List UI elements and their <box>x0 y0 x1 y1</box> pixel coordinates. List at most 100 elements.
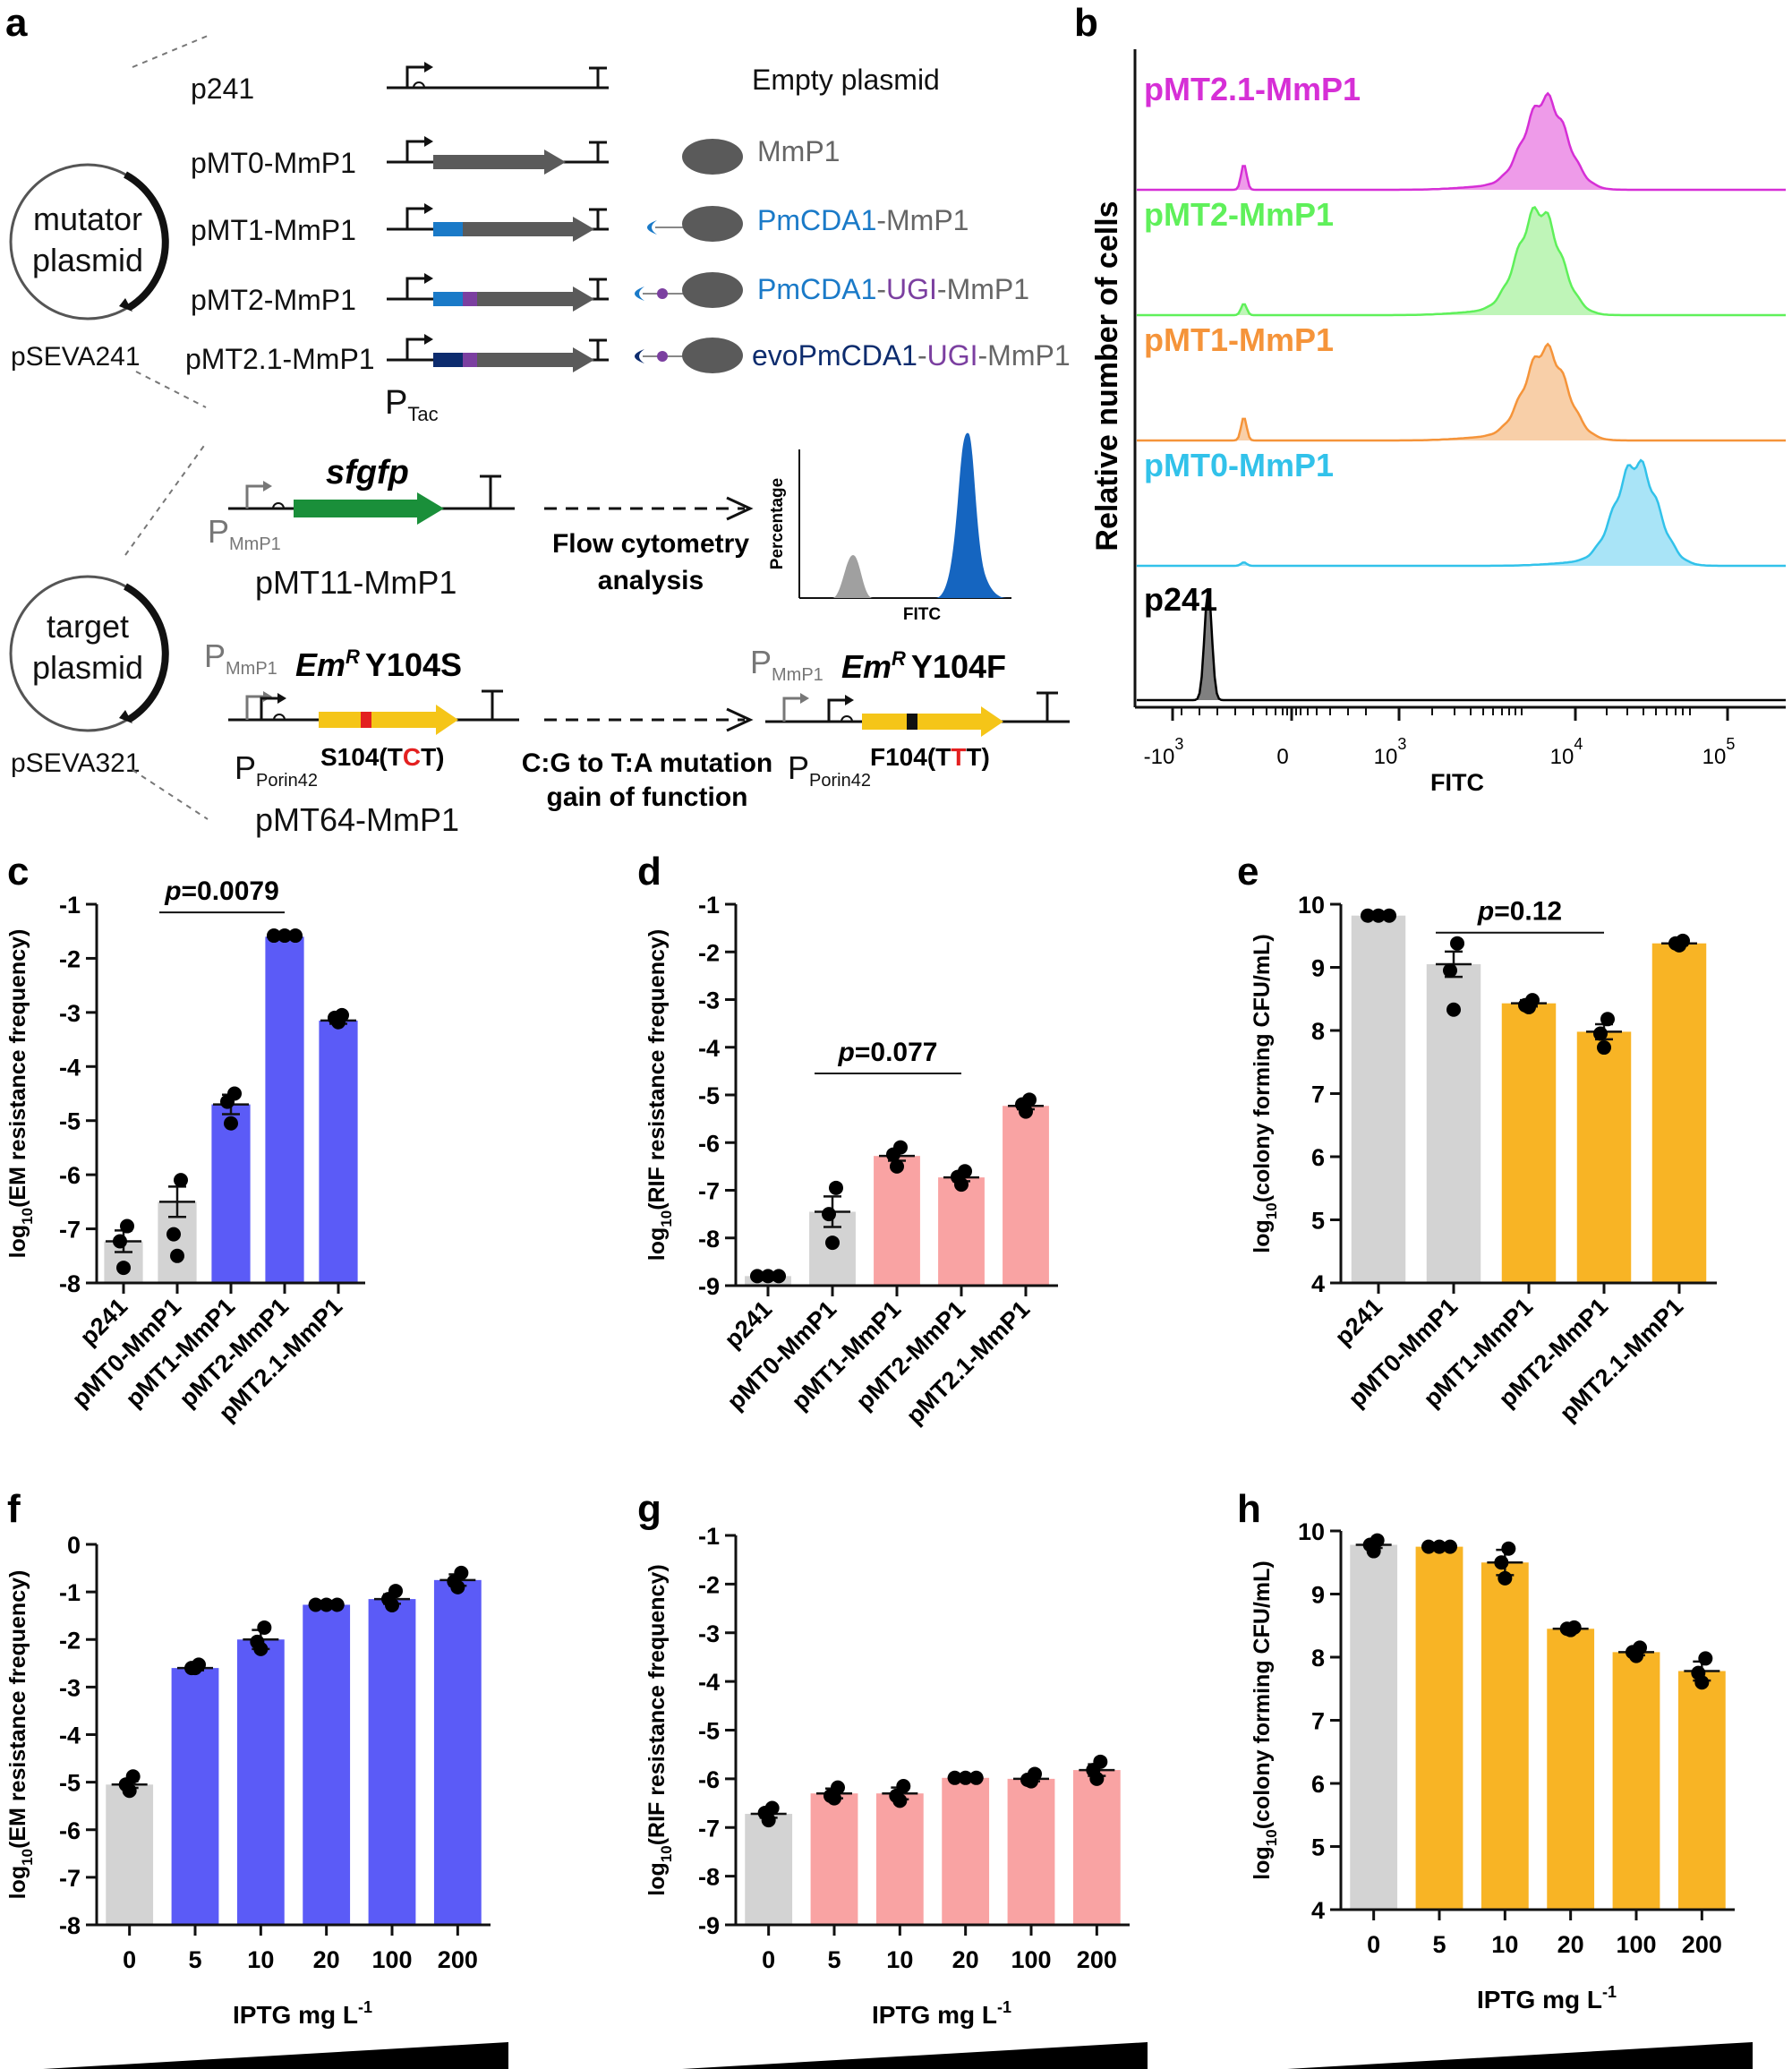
bar-0 <box>745 1814 793 1925</box>
x-axis-label: IPTG mg L-1 <box>1477 1983 1617 2013</box>
tick-base: 10 <box>1550 745 1574 769</box>
data-point <box>1593 1026 1608 1041</box>
emr-sup: R <box>346 645 360 668</box>
rbs-icon <box>273 714 286 721</box>
construct-row-pmt2: pMT2-MmP1 PmCDA1-UGI-MmP1 <box>191 272 1029 316</box>
data-point <box>450 1579 465 1594</box>
inset-histogram: Percentage FITC <box>768 432 1011 624</box>
sfgfp-gene-label: sfgfp <box>326 454 409 492</box>
data-point <box>331 1014 346 1030</box>
y-tick-label: -2 <box>59 1627 81 1654</box>
data-point <box>772 1269 786 1284</box>
bar-pMT2.1-MmP1 <box>1003 1106 1049 1286</box>
data-point <box>113 1234 127 1249</box>
bar-5 <box>1415 1546 1463 1910</box>
ylabel-sub: 10 <box>19 1208 36 1225</box>
ylabel-text: (colony forming CFU/mL) <box>1250 1560 1275 1829</box>
flow-tick-label: 105 <box>1702 735 1736 769</box>
p-porin-p: P <box>235 749 256 786</box>
terminator-icon <box>1037 691 1058 722</box>
x-tick-label: 100 <box>1011 1946 1051 1973</box>
data-point <box>224 1116 238 1131</box>
x-axis-label: IPTG mg L-1 <box>233 1998 372 2029</box>
y-axis-label: log10(RIF resistance frequency) <box>644 1564 675 1895</box>
y-tick-label: -2 <box>698 939 720 966</box>
panel-a-target: target plasmid pSEVA321 sfgfp PMmP1 pMT1… <box>9 432 1070 838</box>
emr-after-mutation: Y104F <box>911 648 1006 685</box>
promoter-arrowhead-icon <box>424 334 433 345</box>
mmp1-protein-icon <box>682 206 743 242</box>
y-tick-label: -3 <box>698 987 720 1014</box>
data-point <box>892 1793 908 1808</box>
rbs-icon <box>841 715 853 722</box>
ylabel-log: log <box>5 1225 30 1259</box>
y-tick-label: -6 <box>698 1130 720 1157</box>
flow-line-pMT2.1-MmP1 <box>1137 91 1786 192</box>
data-point <box>1421 1539 1436 1554</box>
data-point <box>257 1620 272 1635</box>
data-point <box>170 1248 184 1263</box>
inset-peak-grey <box>832 555 873 598</box>
flow-line-p241 <box>1137 589 1786 702</box>
data-point <box>969 1770 984 1785</box>
mmp1-gene-block <box>433 155 546 169</box>
construct-protein-empty: Empty plasmid <box>752 64 940 96</box>
data-point <box>761 1813 776 1828</box>
xlabel-text: IPTG mg L <box>872 2001 997 2029</box>
y-tick-label: 9 <box>1311 1582 1325 1609</box>
mutator-label-line2: plasmid <box>32 242 143 278</box>
y-tick-label: -4 <box>59 1054 81 1081</box>
xlabel-text: IPTG mg L <box>1477 1986 1602 2013</box>
data-point <box>288 928 303 944</box>
p-mmp1-label-2: PMmP1 <box>204 637 277 679</box>
ylabel-log: log <box>5 1866 30 1900</box>
ylabel-log: log <box>1250 1219 1275 1253</box>
y-tick-label: 4 <box>1311 1897 1325 1924</box>
p-mmp1-sub: MmP1 <box>229 534 281 554</box>
porin-promoter-arrow-icon <box>260 697 283 720</box>
x-tick-label: 100 <box>371 1946 412 1973</box>
y-axis-label: log10(RIF resistance frequency) <box>644 929 675 1261</box>
bar-5 <box>171 1668 219 1925</box>
promoter-arrow-icon <box>405 65 430 88</box>
flow-line-pMT1-MmP1 <box>1137 342 1786 442</box>
data-point <box>1371 908 1386 923</box>
data-point <box>1498 1570 1513 1586</box>
terminator-icon <box>589 278 607 299</box>
panel-letter-c: c <box>7 850 29 893</box>
y-tick-label: 9 <box>1311 955 1325 982</box>
mmp1-protein-icon <box>682 139 743 175</box>
xlabel-sup: -1 <box>997 1998 1011 2016</box>
y-tick-label: -5 <box>59 1108 81 1135</box>
emr-gene: Em <box>295 646 346 683</box>
bar-pMT2.1-MmP1 <box>319 1020 358 1283</box>
x-tick-label: 20 <box>952 1946 979 1973</box>
bar-pMT2.1-MmP1 <box>1651 943 1707 1283</box>
panel-letter-h: h <box>1237 1487 1261 1531</box>
y-tick-label: 10 <box>1298 892 1325 919</box>
bar-pMT2-MmP1 <box>1576 1031 1632 1283</box>
gene-arrowhead <box>544 150 566 175</box>
bar-10 <box>1481 1562 1529 1910</box>
data-point <box>827 1791 841 1806</box>
y-tick-label: -6 <box>59 1162 81 1189</box>
y-tick-label: 5 <box>1311 1208 1325 1235</box>
y-axis-label: log10(colony forming CFU/mL) <box>1250 934 1280 1253</box>
ylabel-text: (RIF resistance frequency) <box>644 929 670 1210</box>
y-tick-label: 4 <box>1311 1270 1325 1297</box>
flow-text-line2: analysis <box>598 566 704 595</box>
protein-part-mmp1: -MmP1 <box>937 273 1029 305</box>
flow-line-pMT2-MmP1 <box>1137 205 1786 317</box>
emr-before-label: EmR Y104S <box>295 645 462 683</box>
ugi-protein-icon <box>657 288 668 299</box>
p-mmp1-p: P <box>204 637 226 674</box>
gene-arrowhead <box>573 286 594 312</box>
mutator-label-line1: mutator <box>33 201 142 237</box>
bar-200 <box>433 1579 482 1925</box>
chart-c: -1 -2 -3 -4 -5 -6 -7 -8 log10(EM resistance freq… <box>5 876 365 1427</box>
flow-track-pMT1-MmP1: pMT1-MmP1 <box>1137 321 1786 442</box>
